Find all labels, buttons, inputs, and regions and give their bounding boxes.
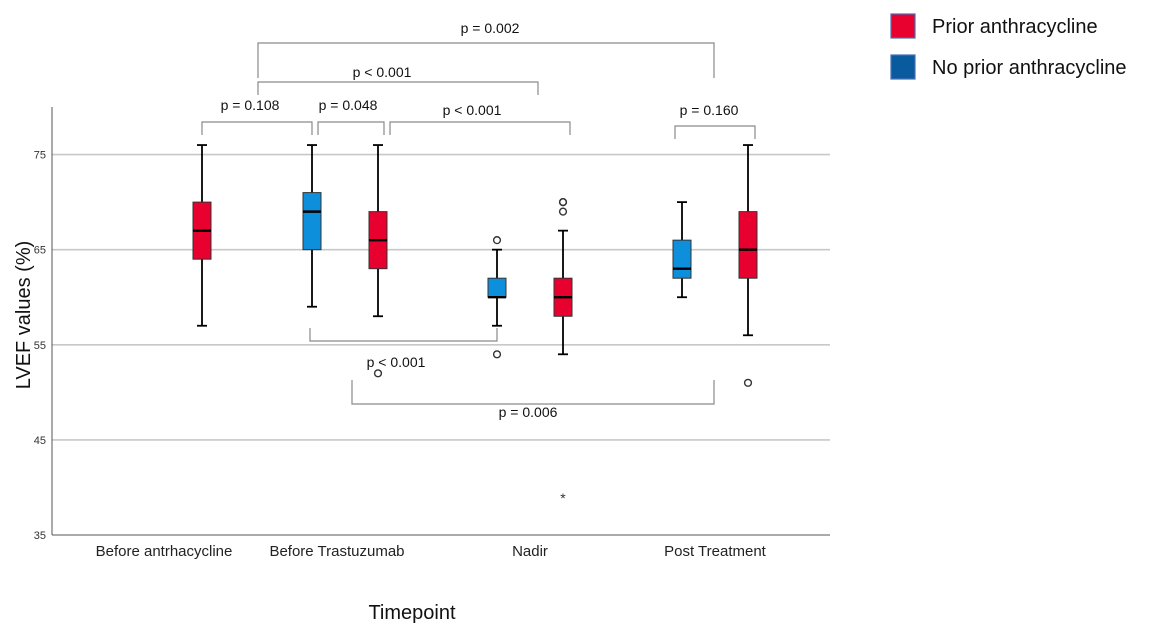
- y-tick-label: 75: [34, 150, 46, 162]
- y-tick-label: 65: [34, 245, 46, 257]
- extreme-point: *: [560, 490, 566, 506]
- legend-label: Prior anthracycline: [932, 16, 1098, 38]
- p-value-bracket: p = 0.048: [317, 97, 385, 135]
- box-no-prior-anthracycline: [672, 201, 692, 299]
- p-value-label: p = 0.048: [319, 97, 378, 113]
- box-prior-anthracycline: [738, 144, 758, 387]
- box-no-prior-anthracycline: [487, 236, 507, 359]
- bracket-line: [257, 81, 539, 95]
- legend-swatch: [890, 54, 916, 80]
- legend-item: Prior anthracycline: [890, 13, 1098, 39]
- legend-swatch: [890, 13, 916, 39]
- x-axis-title: Timepoint: [368, 602, 456, 624]
- box-no-prior-anthracycline: [302, 144, 322, 308]
- box-iqr: [672, 239, 692, 279]
- y-tick-label: 45: [34, 435, 46, 447]
- legend: Prior anthracycline No prior anthracyclin…: [890, 13, 1127, 80]
- x-tick-label: Before antrhacycline: [96, 543, 233, 560]
- y-axis-title: LVEF values (%): [13, 241, 35, 390]
- box-prior-anthracycline: [192, 144, 212, 327]
- y-tick-label: 55: [34, 340, 46, 352]
- p-value-label: p = 0.006: [499, 404, 558, 420]
- bracket-line: [351, 380, 715, 405]
- p-value-bracket: p < 0.001: [389, 102, 571, 135]
- box-iqr: [487, 277, 507, 298]
- outlier-point: [558, 198, 568, 207]
- y-tick-label: 35: [34, 530, 46, 542]
- p-value-label: p = 0.108: [221, 97, 280, 113]
- significance-annotations: p = 0.002 p < 0.001 p = 0.108 p = 0.048 p < …: [201, 20, 756, 420]
- box-prior-anthracycline: [368, 144, 388, 378]
- outlier-point: [492, 236, 502, 245]
- p-value-bracket: p = 0.160: [674, 102, 756, 139]
- p-value-label: p = 0.002: [461, 20, 520, 36]
- axes: 35 45 55 65 75 Before antrhacycline Before Tra…: [34, 107, 830, 560]
- legend-item: No prior anthracycline: [890, 54, 1127, 80]
- p-value-bracket: p = 0.002: [257, 20, 715, 78]
- bracket-line: [201, 121, 313, 135]
- outlier-point: [558, 207, 568, 216]
- p-value-bracket: p = 0.108: [201, 97, 313, 135]
- p-value-label: p < 0.001: [353, 64, 412, 80]
- box-series: *: [192, 144, 758, 506]
- p-value-bracket: p = 0.006: [351, 380, 715, 420]
- outlier-point: [743, 378, 753, 387]
- legend-label: No prior anthracycline: [932, 57, 1127, 79]
- p-value-bracket: p < 0.001: [257, 64, 539, 95]
- gridlines: [52, 153, 830, 441]
- x-tick-label: Nadir: [512, 543, 548, 560]
- bracket-line: [389, 121, 571, 135]
- x-tick-label: Post Treatment: [664, 543, 767, 560]
- bracket-line: [674, 125, 756, 139]
- p-value-label: p = 0.160: [680, 102, 739, 118]
- bracket-line: [309, 328, 498, 342]
- bracket-line: [317, 121, 385, 135]
- p-value-bracket: p < 0.001: [309, 328, 498, 370]
- box-prior-anthracycline: *: [553, 198, 573, 506]
- x-tick-label: Before Trastuzumab: [269, 543, 404, 560]
- outlier-point: [373, 369, 383, 378]
- bracket-line: [257, 42, 715, 78]
- box-iqr: [738, 211, 758, 279]
- outlier-point: [492, 350, 502, 359]
- p-value-label: p < 0.001: [443, 102, 502, 118]
- box-iqr: [302, 192, 322, 251]
- p-value-label: p < 0.001: [367, 354, 426, 370]
